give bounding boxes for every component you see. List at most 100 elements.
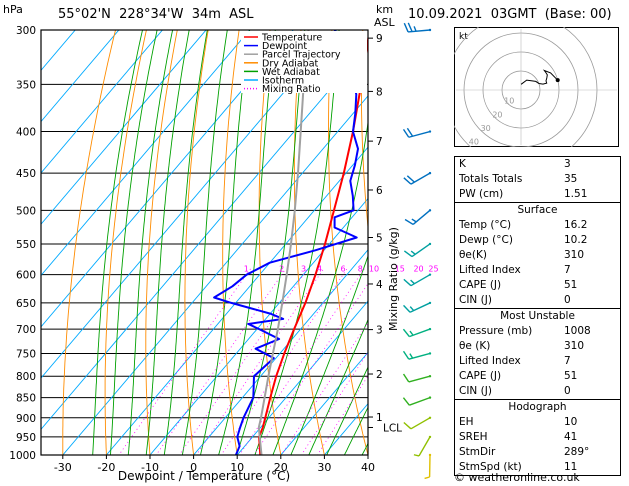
pressure-tick-label: 650 xyxy=(16,298,36,310)
most-unstable-row-label: CIN (J) xyxy=(459,385,492,397)
wet-adiabat-line xyxy=(272,119,368,455)
pressure-tick-label: 900 xyxy=(16,413,36,425)
mixing-ratio-line xyxy=(300,351,368,455)
pressure-tick-label: 950 xyxy=(16,432,36,444)
most-unstable-row-value: 51 xyxy=(564,370,578,382)
dry-adiabat-line xyxy=(361,30,368,232)
most-unstable-row-label: θe (K) xyxy=(459,340,491,352)
parcel-trajectory-profile xyxy=(257,30,310,455)
surface-row-label: Temp (°C) xyxy=(459,219,512,231)
surface-row-label: CIN (J) xyxy=(459,294,492,306)
km-tick-label: 6 xyxy=(376,185,383,197)
pressure-tick-label: 450 xyxy=(16,168,36,180)
wet-adiabat-line xyxy=(343,406,368,455)
dry-adiabat-line xyxy=(62,30,116,455)
asl-label: ASL xyxy=(374,16,395,29)
index-row: Totals Totals 35 xyxy=(455,172,620,187)
pressure-tick-label: 600 xyxy=(16,270,36,282)
wet-adiabat-line xyxy=(110,30,158,455)
legend-item: Dewpoint xyxy=(262,41,307,52)
isotherm-line xyxy=(193,249,368,455)
km-tick-label: 3 xyxy=(376,325,383,337)
most-unstable-row-label: Lifted Index xyxy=(459,355,521,367)
isotherm-line xyxy=(105,146,368,455)
mixing-ratio-label: 1 xyxy=(244,265,249,274)
wet-adiabat-line xyxy=(254,30,340,455)
surface-row-label: θe(K) xyxy=(459,249,487,261)
km-tick-label: 1 xyxy=(376,412,383,424)
wet-adiabat-line xyxy=(290,254,368,455)
mixing-ratio-label: 4 xyxy=(317,265,322,274)
legend-item: Parcel Trajectory xyxy=(262,50,341,61)
wet-adiabat-line xyxy=(236,30,306,455)
surface-row-label: Dewp (°C) xyxy=(459,234,513,246)
mixing-ratio-line xyxy=(178,268,308,455)
dry-adiabat-line xyxy=(145,30,178,455)
dry-adiabat-line xyxy=(222,30,240,455)
mixing-ratio-label: 6 xyxy=(340,265,345,274)
isotherm-line xyxy=(41,30,76,71)
surface-row-label: CAPE (J) xyxy=(459,279,502,291)
wet-adiabat-line xyxy=(163,30,208,455)
isotherm-line xyxy=(41,30,120,123)
isotherm-line xyxy=(280,351,368,455)
wind-barb xyxy=(403,171,432,185)
legend-item: Dry Adiabat xyxy=(262,58,319,69)
wind-barb xyxy=(403,273,432,287)
dewpoint-profile xyxy=(213,30,359,455)
mixing-ratio-line xyxy=(195,268,325,455)
km-tick-label: 2 xyxy=(376,369,383,381)
surface-row: Dewp (°C) 10.2 xyxy=(455,233,620,248)
wet-adiabat-line xyxy=(218,30,276,455)
wind-barb xyxy=(404,209,432,226)
mixing-ratio-label: 3 xyxy=(301,265,306,274)
plot-frame xyxy=(40,29,369,456)
most-unstable-row-value: 310 xyxy=(564,340,585,352)
surface-row-label: Lifted Index xyxy=(459,264,521,276)
km-tick-label: 7 xyxy=(376,136,383,148)
legend-item: Mixing Ratio xyxy=(262,84,321,95)
most-unstable-row: Lifted Index 7 xyxy=(455,354,620,369)
copyright-footer: © weatheronline.co.uk xyxy=(454,471,580,484)
hodograph-stat-row: StmSpd (kt) 11 xyxy=(455,460,620,475)
mixing-ratio-axis-label: Mixing Ratio (g/kg) xyxy=(387,227,400,331)
most-unstable-row: Pressure (mb) 1008 xyxy=(455,324,620,339)
pressure-tick-label: 300 xyxy=(16,25,36,37)
mixing-ratio-label: 25 xyxy=(428,265,438,274)
surface-row: CAPE (J) 51 xyxy=(455,278,620,293)
hpa-label: hPa xyxy=(3,3,23,16)
most-unstable-row: CIN (J) 0 xyxy=(455,384,620,399)
index-row: PW (cm) 1.51 xyxy=(455,187,620,202)
pressure-tick-label: 750 xyxy=(16,348,36,360)
hodograph-ring-label: 10 xyxy=(504,97,514,106)
hodograph-ring-label: 20 xyxy=(492,110,502,119)
most-unstable-row-value: 7 xyxy=(564,355,571,367)
temp-tick-label: 20 xyxy=(274,461,288,474)
surface-row: Temp (°C) 16.2 xyxy=(455,218,620,233)
dry-adiabat-line xyxy=(104,30,147,455)
hodograph-stat-row: StmDir 289° xyxy=(455,445,620,460)
isotherm-line xyxy=(0,6,9,473)
surface-row-value: 310 xyxy=(564,249,585,261)
wind-barb xyxy=(403,416,432,430)
surface-row-value: 51 xyxy=(564,279,578,291)
surface-row-value: 10.2 xyxy=(564,234,588,246)
hodograph-stat-row: EH 10 xyxy=(455,415,620,430)
dry-adiabat-line xyxy=(184,30,209,455)
wind-barb xyxy=(403,22,432,33)
temp-tick-label: 30 xyxy=(317,461,331,474)
hodograph-stat-row-label: StmDir xyxy=(459,446,496,458)
mixing-ratio-label: 10 xyxy=(369,265,379,274)
surface-row: Lifted Index 7 xyxy=(455,263,620,278)
index-row-label: Totals Totals xyxy=(459,173,523,185)
wind-barb xyxy=(402,350,432,360)
most-unstable-row: CAPE (J) 51 xyxy=(455,369,620,384)
km-tick-label: 9 xyxy=(376,33,383,45)
surface-row: θe(K) 310 xyxy=(455,248,620,263)
surface-row: CIN (J) 0 xyxy=(455,293,620,308)
hodograph-stats-title: Hodograph xyxy=(508,401,567,413)
temperature-profile xyxy=(258,33,368,455)
hodograph-stat-row: SREH 41 xyxy=(455,430,620,445)
pressure-tick-label: 850 xyxy=(16,393,36,405)
